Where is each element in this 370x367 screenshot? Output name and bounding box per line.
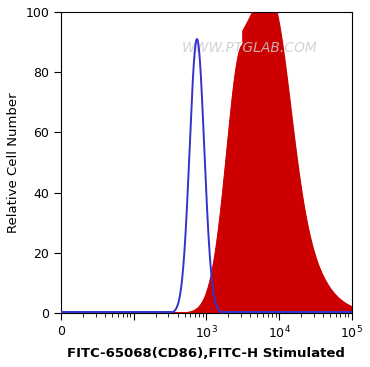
X-axis label: FITC-65068(CD86),FITC-H Stimulated: FITC-65068(CD86),FITC-H Stimulated — [67, 347, 345, 360]
Text: WWW.PTGLAB.COM: WWW.PTGLAB.COM — [182, 41, 318, 55]
Y-axis label: Relative Cell Number: Relative Cell Number — [7, 92, 20, 233]
